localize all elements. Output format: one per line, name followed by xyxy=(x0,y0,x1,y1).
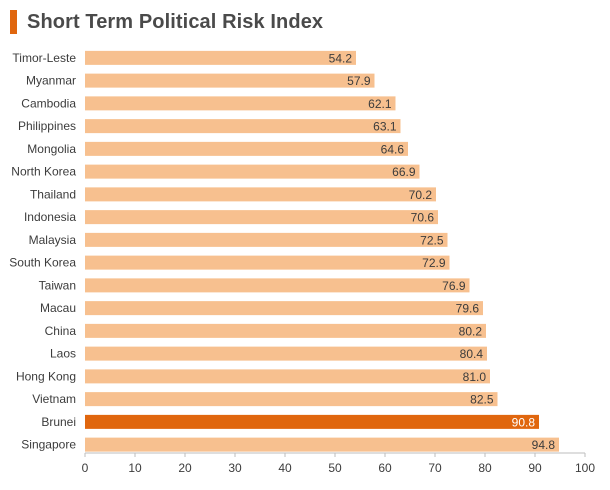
bar-malaysia xyxy=(85,232,448,247)
bar-cambodia xyxy=(85,96,396,111)
value-label-macau: 79.6 xyxy=(456,302,480,316)
category-label-philippines: Philippines xyxy=(18,119,76,133)
x-tick-label-0: 0 xyxy=(82,461,89,475)
value-label-thailand: 70.2 xyxy=(409,188,433,202)
x-tick-label-30: 30 xyxy=(228,461,242,475)
bar-vietnam xyxy=(85,392,498,407)
category-label-laos: Laos xyxy=(50,347,76,361)
bar-indonesia xyxy=(85,210,438,225)
x-tick-label-100: 100 xyxy=(575,461,595,475)
x-tick-label-70: 70 xyxy=(428,461,442,475)
category-label-indonesia: Indonesia xyxy=(24,210,76,224)
bar-taiwan xyxy=(85,278,470,293)
value-label-brunei: 90.8 xyxy=(512,415,536,429)
category-label-myanmar: Myanmar xyxy=(26,74,76,88)
bar-laos xyxy=(85,346,487,361)
bar-hong-kong xyxy=(85,369,490,384)
bar-north-korea xyxy=(85,164,420,179)
x-tick-label-20: 20 xyxy=(178,461,192,475)
value-label-laos: 80.4 xyxy=(460,347,484,361)
x-tick-label-60: 60 xyxy=(378,461,392,475)
category-label-thailand: Thailand xyxy=(30,187,76,201)
category-label-cambodia: Cambodia xyxy=(21,96,76,110)
value-label-philippines: 63.1 xyxy=(373,120,397,134)
bar-singapore xyxy=(85,437,559,452)
category-label-mongolia: Mongolia xyxy=(27,142,76,156)
category-label-malaysia: Malaysia xyxy=(29,233,77,247)
category-label-macau: Macau xyxy=(40,301,76,315)
category-label-vietnam: Vietnam xyxy=(32,392,76,406)
title-accent-bar xyxy=(10,10,17,34)
value-label-indonesia: 70.6 xyxy=(411,211,435,225)
bar-mongolia xyxy=(85,141,408,156)
value-label-malaysia: 72.5 xyxy=(420,233,444,247)
category-label-singapore: Singapore xyxy=(21,438,76,452)
x-tick-label-40: 40 xyxy=(278,461,292,475)
bar-brunei xyxy=(85,414,539,429)
value-label-mongolia: 64.6 xyxy=(381,142,405,156)
value-label-south-korea: 72.9 xyxy=(422,256,446,270)
x-tick-label-10: 10 xyxy=(128,461,142,475)
category-label-timor-leste: Timor-Leste xyxy=(12,51,76,65)
bar-china xyxy=(85,323,486,338)
bar-thailand xyxy=(85,187,436,202)
category-label-north-korea: North Korea xyxy=(11,165,76,179)
value-label-taiwan: 76.9 xyxy=(442,279,466,293)
value-label-china: 80.2 xyxy=(459,324,483,338)
value-label-vietnam: 82.5 xyxy=(470,393,494,407)
chart-title: Short Term Political Risk Index xyxy=(27,10,324,33)
bar-timor-leste xyxy=(85,50,356,65)
category-label-south-korea: South Korea xyxy=(9,256,76,270)
bar-philippines xyxy=(85,119,401,134)
value-label-hong-kong: 81.0 xyxy=(463,370,487,384)
x-tick-label-80: 80 xyxy=(478,461,492,475)
category-label-taiwan: Taiwan xyxy=(39,278,76,292)
bar-macau xyxy=(85,301,483,316)
chart-header: Short Term Political Risk Index xyxy=(10,8,323,36)
x-tick-label-50: 50 xyxy=(328,461,342,475)
category-label-hong-kong: Hong Kong xyxy=(16,369,76,383)
category-label-china: China xyxy=(45,324,77,338)
bar-myanmar xyxy=(85,73,375,88)
value-label-north-korea: 66.9 xyxy=(392,165,416,179)
bar-south-korea xyxy=(85,255,450,270)
x-tick-label-90: 90 xyxy=(528,461,542,475)
value-label-singapore: 94.8 xyxy=(532,438,556,452)
value-label-myanmar: 57.9 xyxy=(347,74,371,88)
value-label-cambodia: 62.1 xyxy=(368,97,392,111)
category-label-brunei: Brunei xyxy=(41,415,76,429)
value-label-timor-leste: 54.2 xyxy=(329,51,353,65)
